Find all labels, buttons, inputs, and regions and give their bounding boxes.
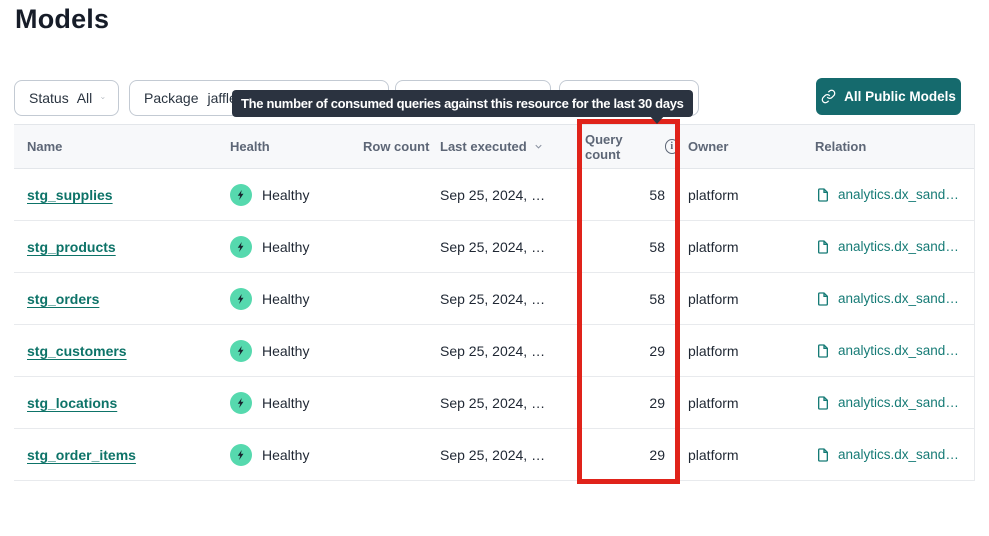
lightning-icon [237,345,244,356]
chevron-down-icon [101,97,105,100]
health-status-label: Healthy [262,238,310,255]
table-body: stg_supplies Healthy Sep 25, 2024, … 58 … [14,169,974,481]
last-executed-value: Sep 25, 2024, … [440,186,546,203]
table-row[interactable]: stg_customers Healthy Sep 25, 2024, … 29 [14,325,974,377]
query-count-value: 58 [649,186,665,203]
file-icon [818,291,828,306]
lightning-icon [237,397,244,408]
owner-value: platform [688,446,739,463]
healthy-badge [230,235,252,258]
models-table: Name Health Row count Last executed Quer… [14,124,975,481]
all-public-models-button[interactable]: All Public Models [816,78,961,115]
model-name-link[interactable]: stg_supplies [27,186,113,203]
sort-chevron-icon [535,144,542,149]
file-icon [818,395,828,410]
status-filter-dropdown[interactable]: Status All [14,80,119,116]
table-row[interactable]: stg_products Healthy Sep 25, 2024, … 58 … [14,221,974,273]
model-name-link[interactable]: stg_products [27,238,116,255]
last-executed-value: Sep 25, 2024, … [440,394,546,411]
relation-link[interactable]: analytics.dx_sand… [838,343,959,358]
owner-value: platform [688,238,739,255]
tooltip-caret [649,115,665,124]
last-executed-header-label: Last executed [440,139,527,154]
table-row[interactable]: stg_supplies Healthy Sep 25, 2024, … 58 … [14,169,974,221]
healthy-badge [230,287,252,310]
column-header-row-count: Row count [363,139,430,154]
column-header-owner: Owner [688,139,729,154]
query-count-value: 29 [649,394,665,411]
table-row[interactable]: stg_orders Healthy Sep 25, 2024, … 58 pl… [14,273,974,325]
table-row[interactable]: stg_order_items Healthy Sep 25, 2024, … … [14,429,974,481]
relation-link[interactable]: analytics.dx_sand… [838,395,959,410]
owner-value: platform [688,394,739,411]
file-icon [818,187,828,202]
query-count-value: 29 [649,446,665,463]
model-name-link[interactable]: stg_customers [27,342,127,359]
relation-link[interactable]: analytics.dx_sand… [838,187,959,202]
query-count-value: 58 [649,290,665,307]
health-status-label: Healthy [262,394,310,411]
owner-value: platform [688,186,739,203]
owner-value: platform [688,342,739,359]
relation-link[interactable]: analytics.dx_sand… [838,239,959,254]
lightning-icon [237,293,244,304]
healthy-badge [230,339,252,362]
health-status-label: Healthy [262,342,310,359]
file-icon [818,343,828,358]
column-header-name: Name [27,139,63,154]
page-title: Models [15,4,110,34]
health-status-label: Healthy [262,290,310,307]
lightning-icon [237,241,244,252]
model-name-link[interactable]: stg_order_items [27,446,136,463]
file-icon [818,239,828,254]
health-status-label: Healthy [262,186,310,203]
query-count-value: 29 [649,342,665,359]
last-executed-value: Sep 25, 2024, … [440,290,546,307]
table-header-row: Name Health Row count Last executed Quer… [14,125,974,169]
link-icon [821,89,836,104]
all-public-models-label: All Public Models [844,89,956,104]
last-executed-value: Sep 25, 2024, … [440,446,546,463]
model-name-link[interactable]: stg_orders [27,290,100,307]
query-count-header-label: Query count [585,131,623,162]
last-executed-value: Sep 25, 2024, … [440,238,546,255]
column-header-query-count: Query count i [578,132,679,162]
query-count-value: 58 [649,238,665,255]
file-icon [818,447,828,462]
column-header-last-executed[interactable]: Last executed [440,139,578,154]
query-count-tooltip: The number of consumed queries against t… [232,90,693,117]
package-filter-label: Package [144,90,199,106]
column-header-health: Health [230,139,270,154]
table-row[interactable]: stg_locations Healthy Sep 25, 2024, … 29 [14,377,974,429]
lightning-icon [237,449,244,460]
owner-value: platform [688,290,739,307]
relation-link[interactable]: analytics.dx_sand… [838,447,959,462]
column-header-relation: Relation [815,139,867,154]
healthy-badge [230,443,252,466]
relation-link[interactable]: analytics.dx_sand… [838,291,959,306]
status-filter-label: Status [29,90,69,106]
lightning-icon [237,189,244,200]
health-status-label: Healthy [262,446,310,463]
last-executed-value: Sep 25, 2024, … [440,342,546,359]
info-icon[interactable]: i [664,139,679,154]
healthy-badge [230,183,252,206]
healthy-badge [230,391,252,414]
status-filter-value: All [76,90,93,106]
model-name-link[interactable]: stg_locations [27,394,118,411]
